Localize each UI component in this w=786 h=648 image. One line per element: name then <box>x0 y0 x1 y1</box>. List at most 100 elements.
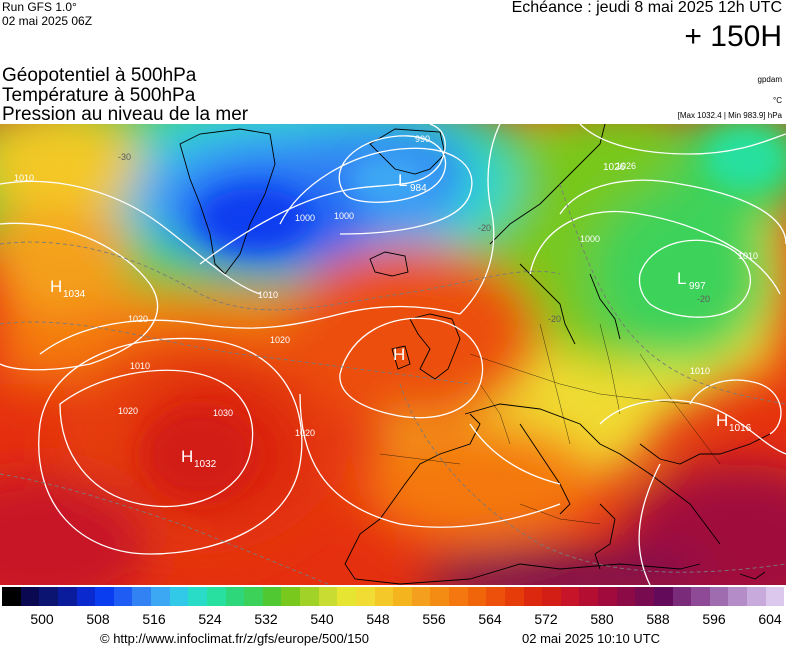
color-swatch <box>151 587 170 606</box>
color-swatch <box>709 587 729 606</box>
color-swatch <box>411 587 431 606</box>
color-scale-tick: 524 <box>198 611 222 627</box>
layer-title-geopotential: Géopotentiel à 500hPa <box>2 65 197 86</box>
color-swatch <box>337 587 356 606</box>
color-scale-tick: 500 <box>30 611 54 627</box>
valid-time-label: Echéance : jeudi 8 mai 2025 12h UTC <box>511 0 782 16</box>
color-swatch <box>206 587 226 606</box>
color-swatch <box>449 587 468 606</box>
color-scale-tick: 580 <box>590 611 614 627</box>
temp-label: -30 <box>118 152 131 162</box>
temp-label: -20 <box>697 294 710 304</box>
color-swatch <box>598 587 617 606</box>
forecast-map: H 1034 H 1032 1026 H 1016 H L 984 <box>0 124 786 585</box>
temperature-labels: -20 -20 -20 -30 <box>118 152 710 324</box>
isobar-label: 1000 <box>580 234 600 244</box>
color-swatch <box>747 587 766 606</box>
isobar-label: 1000 <box>295 213 315 223</box>
generated-date: 02 mai 2025 10:10 UTC <box>522 631 661 646</box>
isobar-label: 1000 <box>334 211 354 221</box>
color-scale-tick: 588 <box>646 611 670 627</box>
color-swatch <box>504 587 524 606</box>
coastlines <box>179 124 771 585</box>
color-swatch <box>39 587 58 606</box>
isobar-label: 1026 <box>616 161 636 171</box>
low-center: L 984 <box>398 171 427 194</box>
svg-text:984: 984 <box>410 183 427 194</box>
source-credit: © http://www.infoclimat.fr/z/gfs/europe/… <box>100 631 369 646</box>
unit-temperature: °C <box>773 96 782 105</box>
isobar-label: 1020 <box>295 428 315 438</box>
layer-title-temperature: Température à 500hPa <box>2 85 196 106</box>
svg-text:H: H <box>50 277 62 296</box>
color-swatch <box>486 587 505 606</box>
svg-text:1032: 1032 <box>194 459 217 470</box>
high-center: H 1032 <box>181 447 217 470</box>
svg-text:1034: 1034 <box>63 289 86 300</box>
color-swatch <box>2 587 21 606</box>
color-swatch <box>542 587 561 606</box>
temp-label: -20 <box>548 314 561 324</box>
svg-text:1016: 1016 <box>729 423 752 434</box>
isobar-label: 1020 <box>270 335 290 345</box>
color-swatch <box>430 587 449 606</box>
color-swatch <box>765 587 785 606</box>
color-scale-tick: 596 <box>702 611 726 627</box>
color-scale-tick: 516 <box>142 611 166 627</box>
svg-text:L: L <box>677 269 686 288</box>
isobar-label: 1020 <box>128 314 148 324</box>
isobar-label: 1010 <box>690 366 710 376</box>
color-swatch <box>318 587 338 606</box>
color-swatch <box>672 587 692 606</box>
svg-text:997: 997 <box>689 281 706 292</box>
run-label: Run GFS 1.0° <box>2 0 77 14</box>
borders <box>379 323 721 525</box>
color-swatch <box>169 587 189 606</box>
color-swatch <box>653 587 673 606</box>
color-swatch <box>76 587 96 606</box>
color-scale-tick: 564 <box>478 611 502 627</box>
high-center: H 1034 <box>50 277 86 300</box>
isobar-label: 1020 <box>118 406 138 416</box>
color-swatch <box>262 587 282 606</box>
geopotential-field: H 1034 H 1032 1026 H 1016 H L 984 <box>0 124 786 585</box>
color-swatch <box>113 587 133 606</box>
color-swatch <box>560 587 580 606</box>
high-center: H <box>393 345 405 364</box>
color-swatch <box>95 587 114 606</box>
color-swatch <box>691 587 710 606</box>
unit-geopotential: gpdam <box>757 75 782 84</box>
isobar-label: 990 <box>415 134 430 144</box>
color-scale-tick: 556 <box>422 611 446 627</box>
lead-time: + 150H <box>684 20 782 53</box>
color-swatch <box>57 587 77 606</box>
low-pressure-centers: L 984 L 997 <box>398 171 706 292</box>
color-swatch <box>244 587 263 606</box>
color-swatch <box>300 587 319 606</box>
pressure-min-max: [Max 1032.4 | Min 983.9] hPa <box>677 111 782 120</box>
color-scale-tick: 572 <box>534 611 558 627</box>
color-swatch <box>132 587 151 606</box>
run-date: 02 mai 2025 06Z <box>2 14 93 28</box>
high-center: 1026 <box>603 162 626 173</box>
color-swatch <box>728 587 747 606</box>
color-scale-tick: 508 <box>86 611 110 627</box>
temp-label: -20 <box>478 223 491 233</box>
low-center: L 997 <box>677 269 706 292</box>
color-swatch <box>374 587 394 606</box>
svg-text:1026: 1026 <box>603 162 626 173</box>
color-swatch <box>523 587 543 606</box>
color-swatch <box>225 587 245 606</box>
temperature-isotherms <box>0 183 786 585</box>
layer-title-pressure: Pression au niveau de la mer <box>2 104 249 125</box>
svg-text:H: H <box>393 345 405 364</box>
color-swatch <box>393 587 412 606</box>
isobar-label: 1010 <box>130 361 150 371</box>
color-swatch <box>467 587 487 606</box>
color-scale-tick: 604 <box>758 611 782 627</box>
svg-text:L: L <box>398 171 407 190</box>
color-swatch <box>355 587 375 606</box>
color-scale <box>2 587 785 606</box>
color-scale-tick: 532 <box>254 611 278 627</box>
svg-text:H: H <box>716 411 728 430</box>
